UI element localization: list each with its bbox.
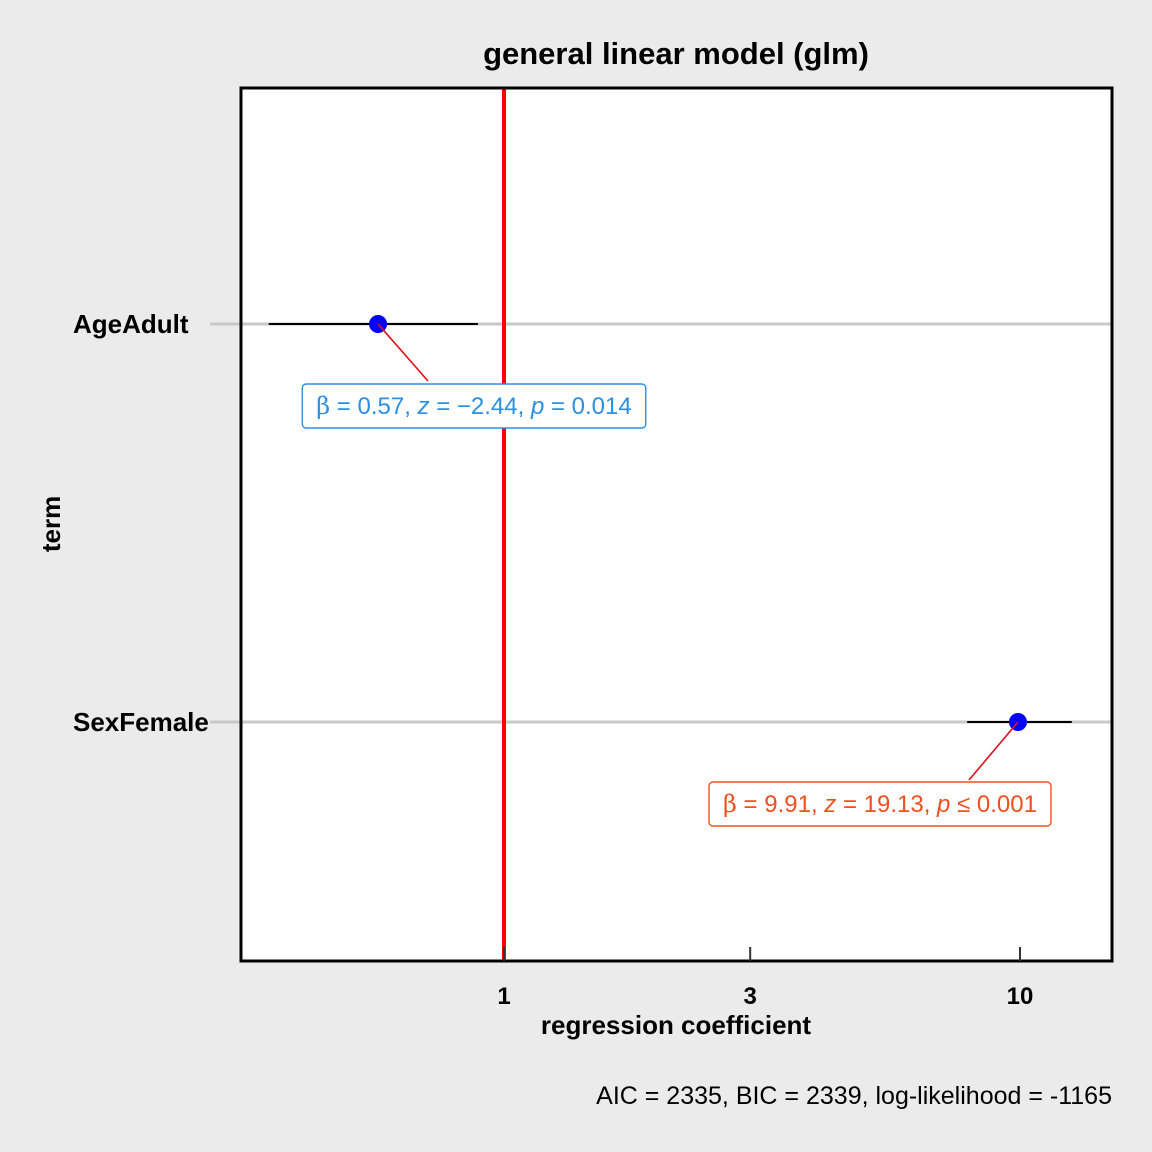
x-axis-title: regression coefficient [541,1010,812,1040]
y-axis-title: term [36,496,66,552]
estimate-label-box-sexfemale [708,781,1052,827]
annotation-layer: β = 0.57, z = −2.44, p = 0.014 β = 9.91, … [301,323,1052,827]
term-label-sexfemale: SexFemale [73,707,209,737]
x-tick-label-10: 10 [1007,983,1034,1010]
x-tick-label-3: 3 [744,983,757,1010]
plot-border [239,86,1114,963]
estimate-label-text-ageadult: β = 0.57, z = −2.44, p = 0.014 [316,392,631,420]
estimate-label-sexfemale: β = 9.91, z = 19.13, p ≤ 0.001 [708,781,1052,827]
chart-title: general linear model (glm) [483,36,869,71]
plot-panel [241,88,1112,961]
label-connector-ageadult [377,323,429,382]
estimate-label-text-sexfemale: β = 9.91, z = 19.13, p ≤ 0.001 [723,790,1037,818]
estimate-label-ageadult: β = 0.57, z = −2.44, p = 0.014 [301,383,647,429]
x-tick-label-1: 1 [497,983,510,1010]
x-axis-ticks: 1 3 10 [497,947,1033,1010]
estimate-label-box-ageadult [301,383,647,429]
model-fit-caption: AIC = 2335, BIC = 2339, log-likelihood =… [596,1082,1112,1110]
term-label-ageadult: AgeAdult [73,309,189,339]
label-connector-sexfemale [968,721,1019,781]
y-axis-terms: AgeAdult SexFemale [73,309,209,737]
